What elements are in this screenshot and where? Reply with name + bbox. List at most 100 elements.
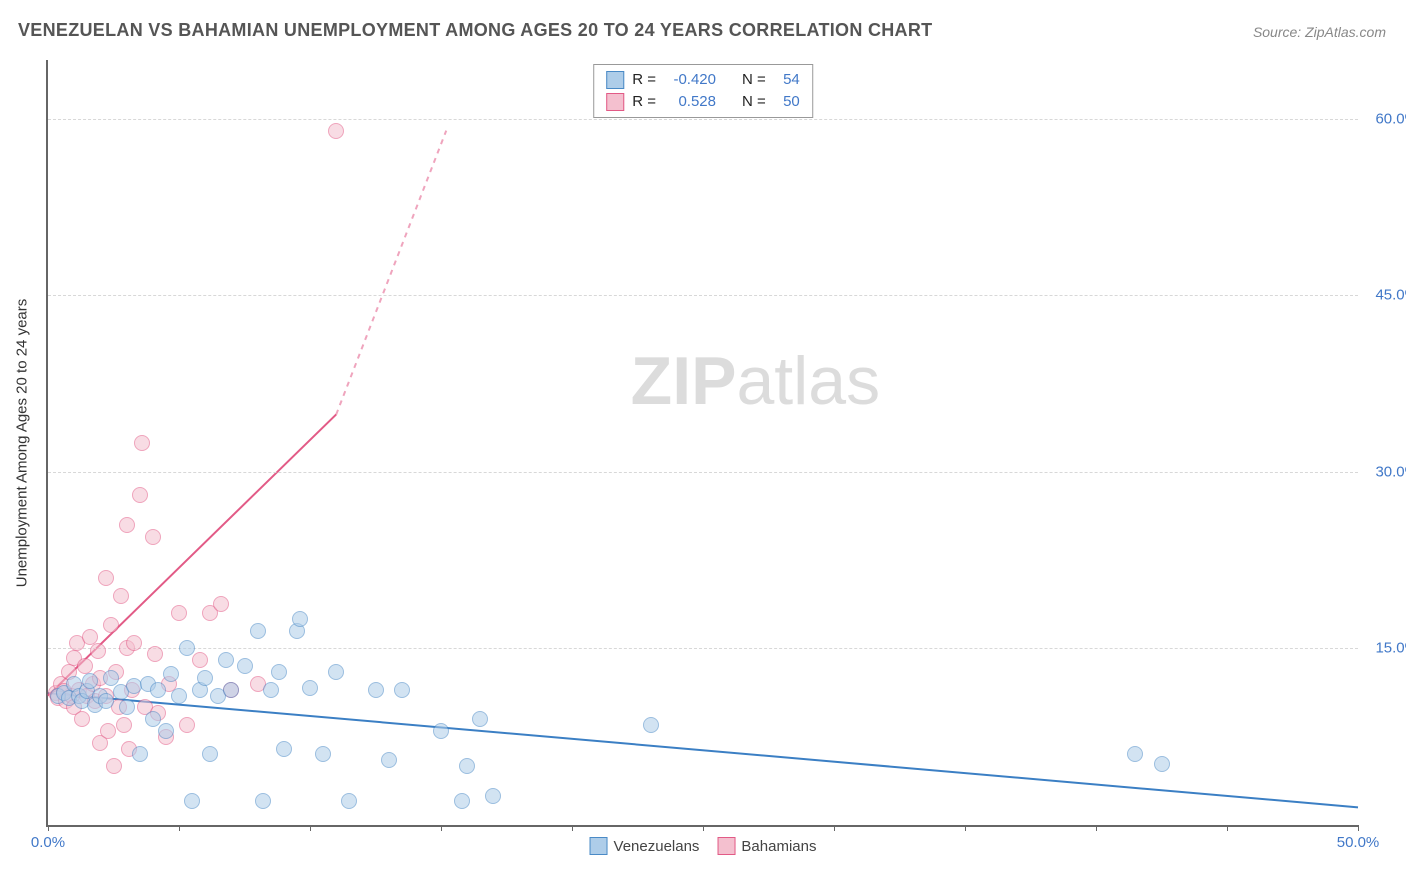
data-point-venezuelans — [271, 664, 287, 680]
data-point-bahamians — [90, 643, 106, 659]
y-tick-label: 60.0% — [1363, 110, 1406, 127]
data-point-bahamians — [74, 711, 90, 727]
data-point-venezuelans — [341, 793, 357, 809]
data-point-venezuelans — [292, 611, 308, 627]
data-point-bahamians — [213, 596, 229, 612]
legend-item-venezuelans: Venezuelans — [590, 837, 700, 855]
data-point-venezuelans — [328, 664, 344, 680]
x-tick — [834, 825, 835, 831]
data-point-venezuelans — [163, 666, 179, 682]
data-point-venezuelans — [179, 640, 195, 656]
data-point-venezuelans — [98, 693, 114, 709]
data-point-venezuelans — [82, 673, 98, 689]
source-attribution: Source: ZipAtlas.com — [1253, 24, 1386, 40]
r-value-venezuelans: -0.420 — [664, 69, 716, 91]
x-tick-label: 50.0% — [1337, 834, 1380, 851]
data-point-bahamians — [100, 723, 116, 739]
data-point-venezuelans — [368, 682, 384, 698]
swatch-venezuelans-icon — [606, 71, 624, 89]
x-tick — [1096, 825, 1097, 831]
y-tick-label: 15.0% — [1363, 640, 1406, 657]
x-tick — [1227, 825, 1228, 831]
data-point-venezuelans — [132, 746, 148, 762]
watermark-light: atlas — [736, 343, 880, 419]
data-point-venezuelans — [237, 658, 253, 674]
data-point-venezuelans — [472, 711, 488, 727]
data-point-venezuelans — [202, 746, 218, 762]
data-point-bahamians — [119, 517, 135, 533]
x-tick — [1358, 825, 1359, 831]
data-point-bahamians — [103, 617, 119, 633]
r-label: R = — [632, 69, 656, 91]
data-point-bahamians — [328, 123, 344, 139]
data-point-venezuelans — [1154, 756, 1170, 772]
n-label: N = — [742, 91, 766, 113]
correlation-row-venezuelans: R = -0.420 N = 54 — [606, 69, 800, 91]
chart-plot-area: Unemployment Among Ages 20 to 24 years Z… — [46, 60, 1358, 827]
data-point-bahamians — [145, 529, 161, 545]
data-point-bahamians — [171, 605, 187, 621]
gridline — [48, 119, 1358, 120]
watermark: ZIPatlas — [631, 342, 880, 420]
data-point-venezuelans — [643, 717, 659, 733]
n-value-bahamians: 50 — [774, 91, 800, 113]
data-point-venezuelans — [218, 652, 234, 668]
data-point-bahamians — [147, 646, 163, 662]
r-label: R = — [632, 91, 656, 113]
data-point-venezuelans — [263, 682, 279, 698]
data-point-bahamians — [132, 487, 148, 503]
swatch-venezuelans-icon — [590, 837, 608, 855]
data-point-venezuelans — [315, 746, 331, 762]
y-axis-label: Unemployment Among Ages 20 to 24 years — [14, 298, 31, 587]
data-point-venezuelans — [459, 758, 475, 774]
x-tick — [179, 825, 180, 831]
legend-item-bahamians: Bahamians — [717, 837, 816, 855]
data-point-bahamians — [113, 588, 129, 604]
r-value-bahamians: 0.528 — [664, 91, 716, 113]
y-tick-label: 45.0% — [1363, 287, 1406, 304]
data-point-bahamians — [192, 652, 208, 668]
data-point-venezuelans — [150, 682, 166, 698]
gridline — [48, 472, 1358, 473]
data-point-bahamians — [106, 758, 122, 774]
data-point-venezuelans — [197, 670, 213, 686]
data-point-venezuelans — [158, 723, 174, 739]
data-point-bahamians — [77, 658, 93, 674]
x-tick-label: 0.0% — [31, 834, 65, 851]
legend-label-bahamians: Bahamians — [741, 838, 816, 855]
data-point-bahamians — [116, 717, 132, 733]
data-point-venezuelans — [223, 682, 239, 698]
n-label: N = — [742, 69, 766, 91]
data-point-venezuelans — [255, 793, 271, 809]
data-point-bahamians — [98, 570, 114, 586]
gridline — [48, 295, 1358, 296]
trend-line-dashed — [336, 131, 446, 415]
x-tick — [703, 825, 704, 831]
trend-line — [48, 693, 1358, 807]
data-point-venezuelans — [485, 788, 501, 804]
data-point-venezuelans — [250, 623, 266, 639]
correlation-row-bahamians: R = 0.528 N = 50 — [606, 91, 800, 113]
data-point-venezuelans — [145, 711, 161, 727]
data-point-venezuelans — [454, 793, 470, 809]
data-point-venezuelans — [394, 682, 410, 698]
x-tick — [310, 825, 311, 831]
x-tick — [48, 825, 49, 831]
n-value-venezuelans: 54 — [774, 69, 800, 91]
swatch-bahamians-icon — [717, 837, 735, 855]
data-point-venezuelans — [381, 752, 397, 768]
x-tick — [965, 825, 966, 831]
x-tick — [441, 825, 442, 831]
chart-title: VENEZUELAN VS BAHAMIAN UNEMPLOYMENT AMON… — [18, 20, 932, 41]
data-point-venezuelans — [103, 670, 119, 686]
x-tick — [572, 825, 573, 831]
data-point-venezuelans — [433, 723, 449, 739]
data-point-venezuelans — [302, 680, 318, 696]
series-legend: Venezuelans Bahamians — [590, 837, 817, 855]
data-point-venezuelans — [171, 688, 187, 704]
data-point-bahamians — [134, 435, 150, 451]
gridline — [48, 648, 1358, 649]
data-point-venezuelans — [276, 741, 292, 757]
watermark-bold: ZIP — [631, 343, 737, 419]
data-point-venezuelans — [1127, 746, 1143, 762]
